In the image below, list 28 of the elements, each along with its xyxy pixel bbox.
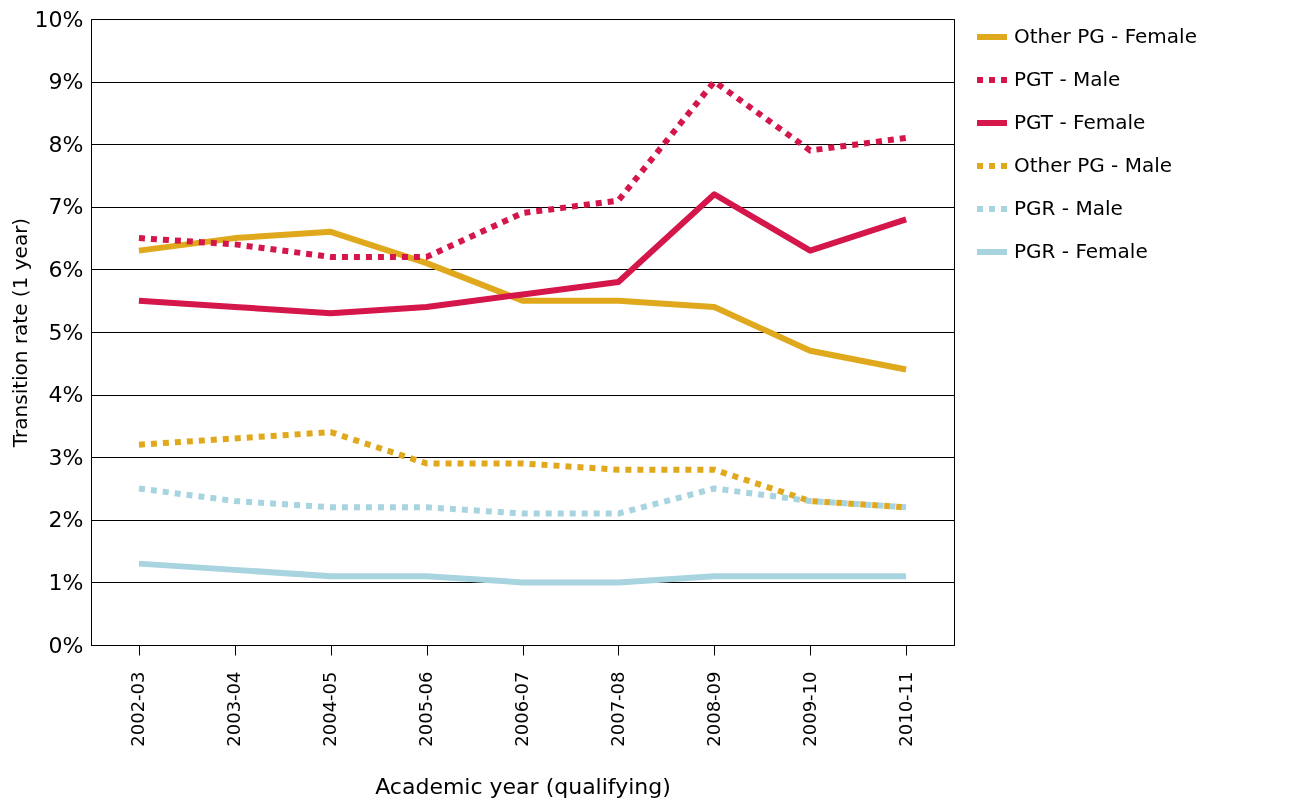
y-tick-label: 4%: [48, 382, 84, 408]
x-tick-label: 2008-09: [702, 671, 724, 747]
x-tick-label: 2005-06: [415, 671, 437, 747]
x-tick-label: 2004-05: [319, 671, 341, 747]
legend-label: Other PG - Male: [1014, 153, 1173, 177]
y-tick-label: 7%: [48, 194, 84, 220]
y-tick-label: 0%: [48, 632, 84, 658]
y-tick-label: 1%: [48, 569, 84, 595]
legend-label: Other PG - Female: [1014, 24, 1197, 48]
legend-label: PGR - Male: [1014, 196, 1123, 220]
legend-label: PGT - Female: [1014, 110, 1146, 134]
x-tick-label: 2006-07: [511, 671, 532, 747]
x-tick-label: 2010-11: [894, 671, 916, 747]
x-axis-title: Academic year (qualifying): [375, 773, 671, 799]
x-tick-label: 2007-08: [606, 671, 628, 747]
x-tick-label: 2009-10: [798, 671, 820, 747]
y-tick-label: 3%: [48, 444, 84, 470]
legend-label: PGT - Male: [1014, 67, 1121, 91]
x-tick-label: 2002-03: [127, 671, 149, 747]
y-axis-title: Transition rate (1 year): [7, 217, 32, 449]
legend-label: PGR - Female: [1014, 239, 1148, 263]
y-tick-label: 2%: [48, 507, 84, 533]
y-tick-label: 9%: [48, 69, 84, 95]
y-tick-label: 10%: [34, 6, 84, 32]
y-tick-label: 8%: [48, 131, 84, 157]
y-tick-label: 6%: [48, 256, 84, 282]
x-tick-label: 2003-04: [223, 671, 245, 747]
y-tick-label: 5%: [48, 319, 84, 345]
